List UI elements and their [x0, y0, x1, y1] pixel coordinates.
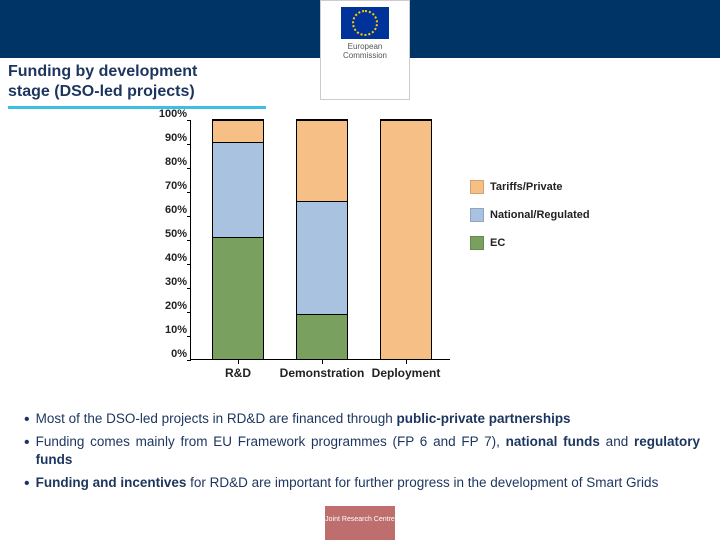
x-axis-label: Deployment: [372, 366, 441, 380]
y-tick-mark: [187, 336, 191, 337]
bar-segment: [381, 120, 431, 359]
x-tick-mark: [406, 360, 407, 364]
y-tick-mark: [187, 240, 191, 241]
legend-item: Tariffs/Private: [470, 180, 590, 194]
y-tick-mark: [187, 312, 191, 313]
title-line-2: stage (DSO-led projects): [8, 82, 268, 102]
bullet-icon: •: [24, 410, 30, 429]
ec-logo: European Commission: [320, 0, 410, 100]
legend-swatch: [470, 236, 484, 250]
y-tick-mark: [187, 264, 191, 265]
x-axis-label: R&D: [225, 366, 251, 380]
x-tick-mark: [238, 360, 239, 364]
legend-item: EC: [470, 236, 590, 250]
bar-column: [296, 119, 348, 359]
bar-segment: [213, 142, 263, 238]
y-tick-label: 70%: [147, 180, 187, 192]
bar-segment: [297, 314, 347, 359]
bullet-item: • Funding comes mainly from EU Framework …: [20, 433, 700, 469]
x-tick-mark: [322, 360, 323, 364]
y-tick-label: 100%: [147, 108, 187, 120]
legend-label: EC: [490, 237, 505, 249]
slide-title: Funding by development stage (DSO-led pr…: [8, 62, 268, 109]
header-banner: European Commission: [0, 0, 720, 58]
bullet-text: Most of the DSO-led projects in RD&D are…: [36, 410, 571, 428]
y-tick-mark: [187, 360, 191, 361]
y-tick-label: 90%: [147, 132, 187, 144]
x-axis-label: Demonstration: [280, 366, 365, 380]
y-tick-mark: [187, 120, 191, 121]
y-tick-label: 30%: [147, 276, 187, 288]
legend-swatch: [470, 180, 484, 194]
y-tick-label: 20%: [147, 300, 187, 312]
y-tick-label: 80%: [147, 156, 187, 168]
bar-segment: [297, 120, 347, 201]
title-underline: [8, 106, 266, 109]
legend-label: Tariffs/Private: [490, 181, 563, 193]
bar-column: [380, 119, 432, 359]
chart-plot: 0%10%20%30%40%50%60%70%80%90%100%R&DDemo…: [190, 120, 450, 360]
bullet-item: • Funding and incentives for RD&D are imp…: [20, 474, 700, 493]
y-tick-label: 10%: [147, 324, 187, 336]
y-tick-label: 0%: [147, 348, 187, 360]
footer-label: Joint Research Centre: [325, 516, 395, 523]
bullet-list: • Most of the DSO-led projects in RD&D ar…: [20, 410, 700, 497]
legend-item: National/Regulated: [470, 208, 590, 222]
bullet-text: Funding comes mainly from EU Framework p…: [36, 433, 700, 469]
bullet-text: Funding and incentives for RD&D are impo…: [36, 474, 659, 492]
legend-label: National/Regulated: [490, 209, 590, 221]
bullet-icon: •: [24, 433, 30, 452]
chart-legend: Tariffs/Private National/Regulated EC: [470, 180, 590, 264]
funding-chart: 0%10%20%30%40%50%60%70%80%90%100%R&DDemo…: [140, 120, 580, 400]
y-tick-label: 60%: [147, 204, 187, 216]
y-tick-mark: [187, 216, 191, 217]
bar-segment: [213, 120, 263, 142]
y-tick-label: 50%: [147, 228, 187, 240]
y-tick-label: 40%: [147, 252, 187, 264]
y-tick-mark: [187, 144, 191, 145]
title-line-1: Funding by development: [8, 62, 268, 82]
bullet-icon: •: [24, 474, 30, 493]
bar-column: [212, 119, 264, 359]
y-tick-mark: [187, 192, 191, 193]
logo-text: European Commission: [343, 43, 387, 61]
y-tick-mark: [187, 288, 191, 289]
footer-badge: Joint Research Centre: [325, 506, 395, 540]
bullet-item: • Most of the DSO-led projects in RD&D ar…: [20, 410, 700, 429]
eu-flag-icon: [341, 7, 389, 39]
bar-segment: [297, 201, 347, 313]
bar-segment: [213, 237, 263, 359]
y-tick-mark: [187, 168, 191, 169]
legend-swatch: [470, 208, 484, 222]
